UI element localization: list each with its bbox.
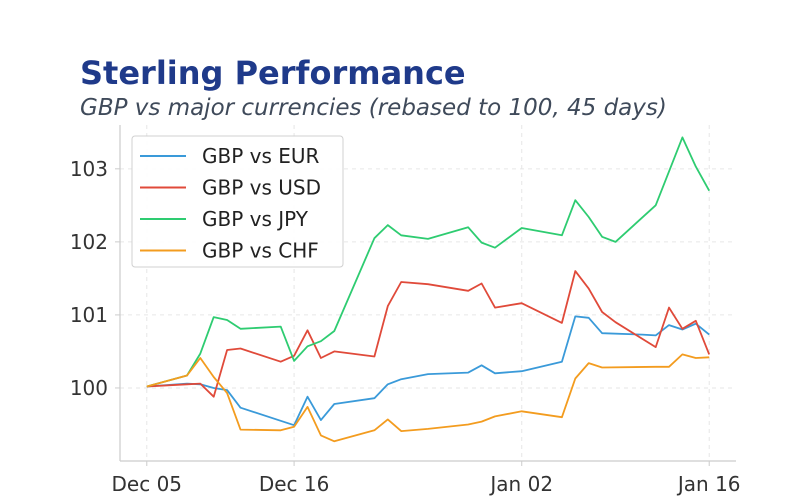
y-tick-label: 102 xyxy=(70,230,108,254)
legend-label: GBP vs JPY xyxy=(202,207,309,231)
series-lines xyxy=(146,136,711,443)
x-tick-label: Dec 05 xyxy=(112,472,183,496)
axes xyxy=(119,125,736,462)
x-tick-label: Dec 16 xyxy=(259,472,330,496)
series-line-gbp-vs-usd xyxy=(146,270,711,398)
series-line-gbp-vs-chf xyxy=(146,353,710,443)
x-tick-label: Jan 02 xyxy=(488,472,553,496)
tick-labels: 100 101 102 103 Dec 05 Dec 16 Jan 02 Jan 16 xyxy=(70,157,741,496)
legend-label: GBP vs USD xyxy=(202,176,321,200)
legend: GBP vs EUR GBP vs USD GBP vs JPY GBP vs CHF xyxy=(131,135,344,268)
legend-label: GBP vs EUR xyxy=(202,144,320,168)
chart-title: Sterling Performance xyxy=(80,54,466,92)
y-tick-label: 103 xyxy=(70,157,108,181)
legend-box xyxy=(131,135,344,268)
legend-label: GBP vs CHF xyxy=(202,239,319,263)
chart-subtitle: GBP vs major currencies (rebased to 100,… xyxy=(80,95,667,121)
y-tick-label: 101 xyxy=(70,303,108,327)
y-tick-label: 100 xyxy=(70,376,108,400)
series-line-gbp-vs-jpy xyxy=(146,136,710,388)
x-tick-label: Jan 16 xyxy=(676,472,741,496)
series-line-gbp-vs-eur xyxy=(146,315,710,427)
